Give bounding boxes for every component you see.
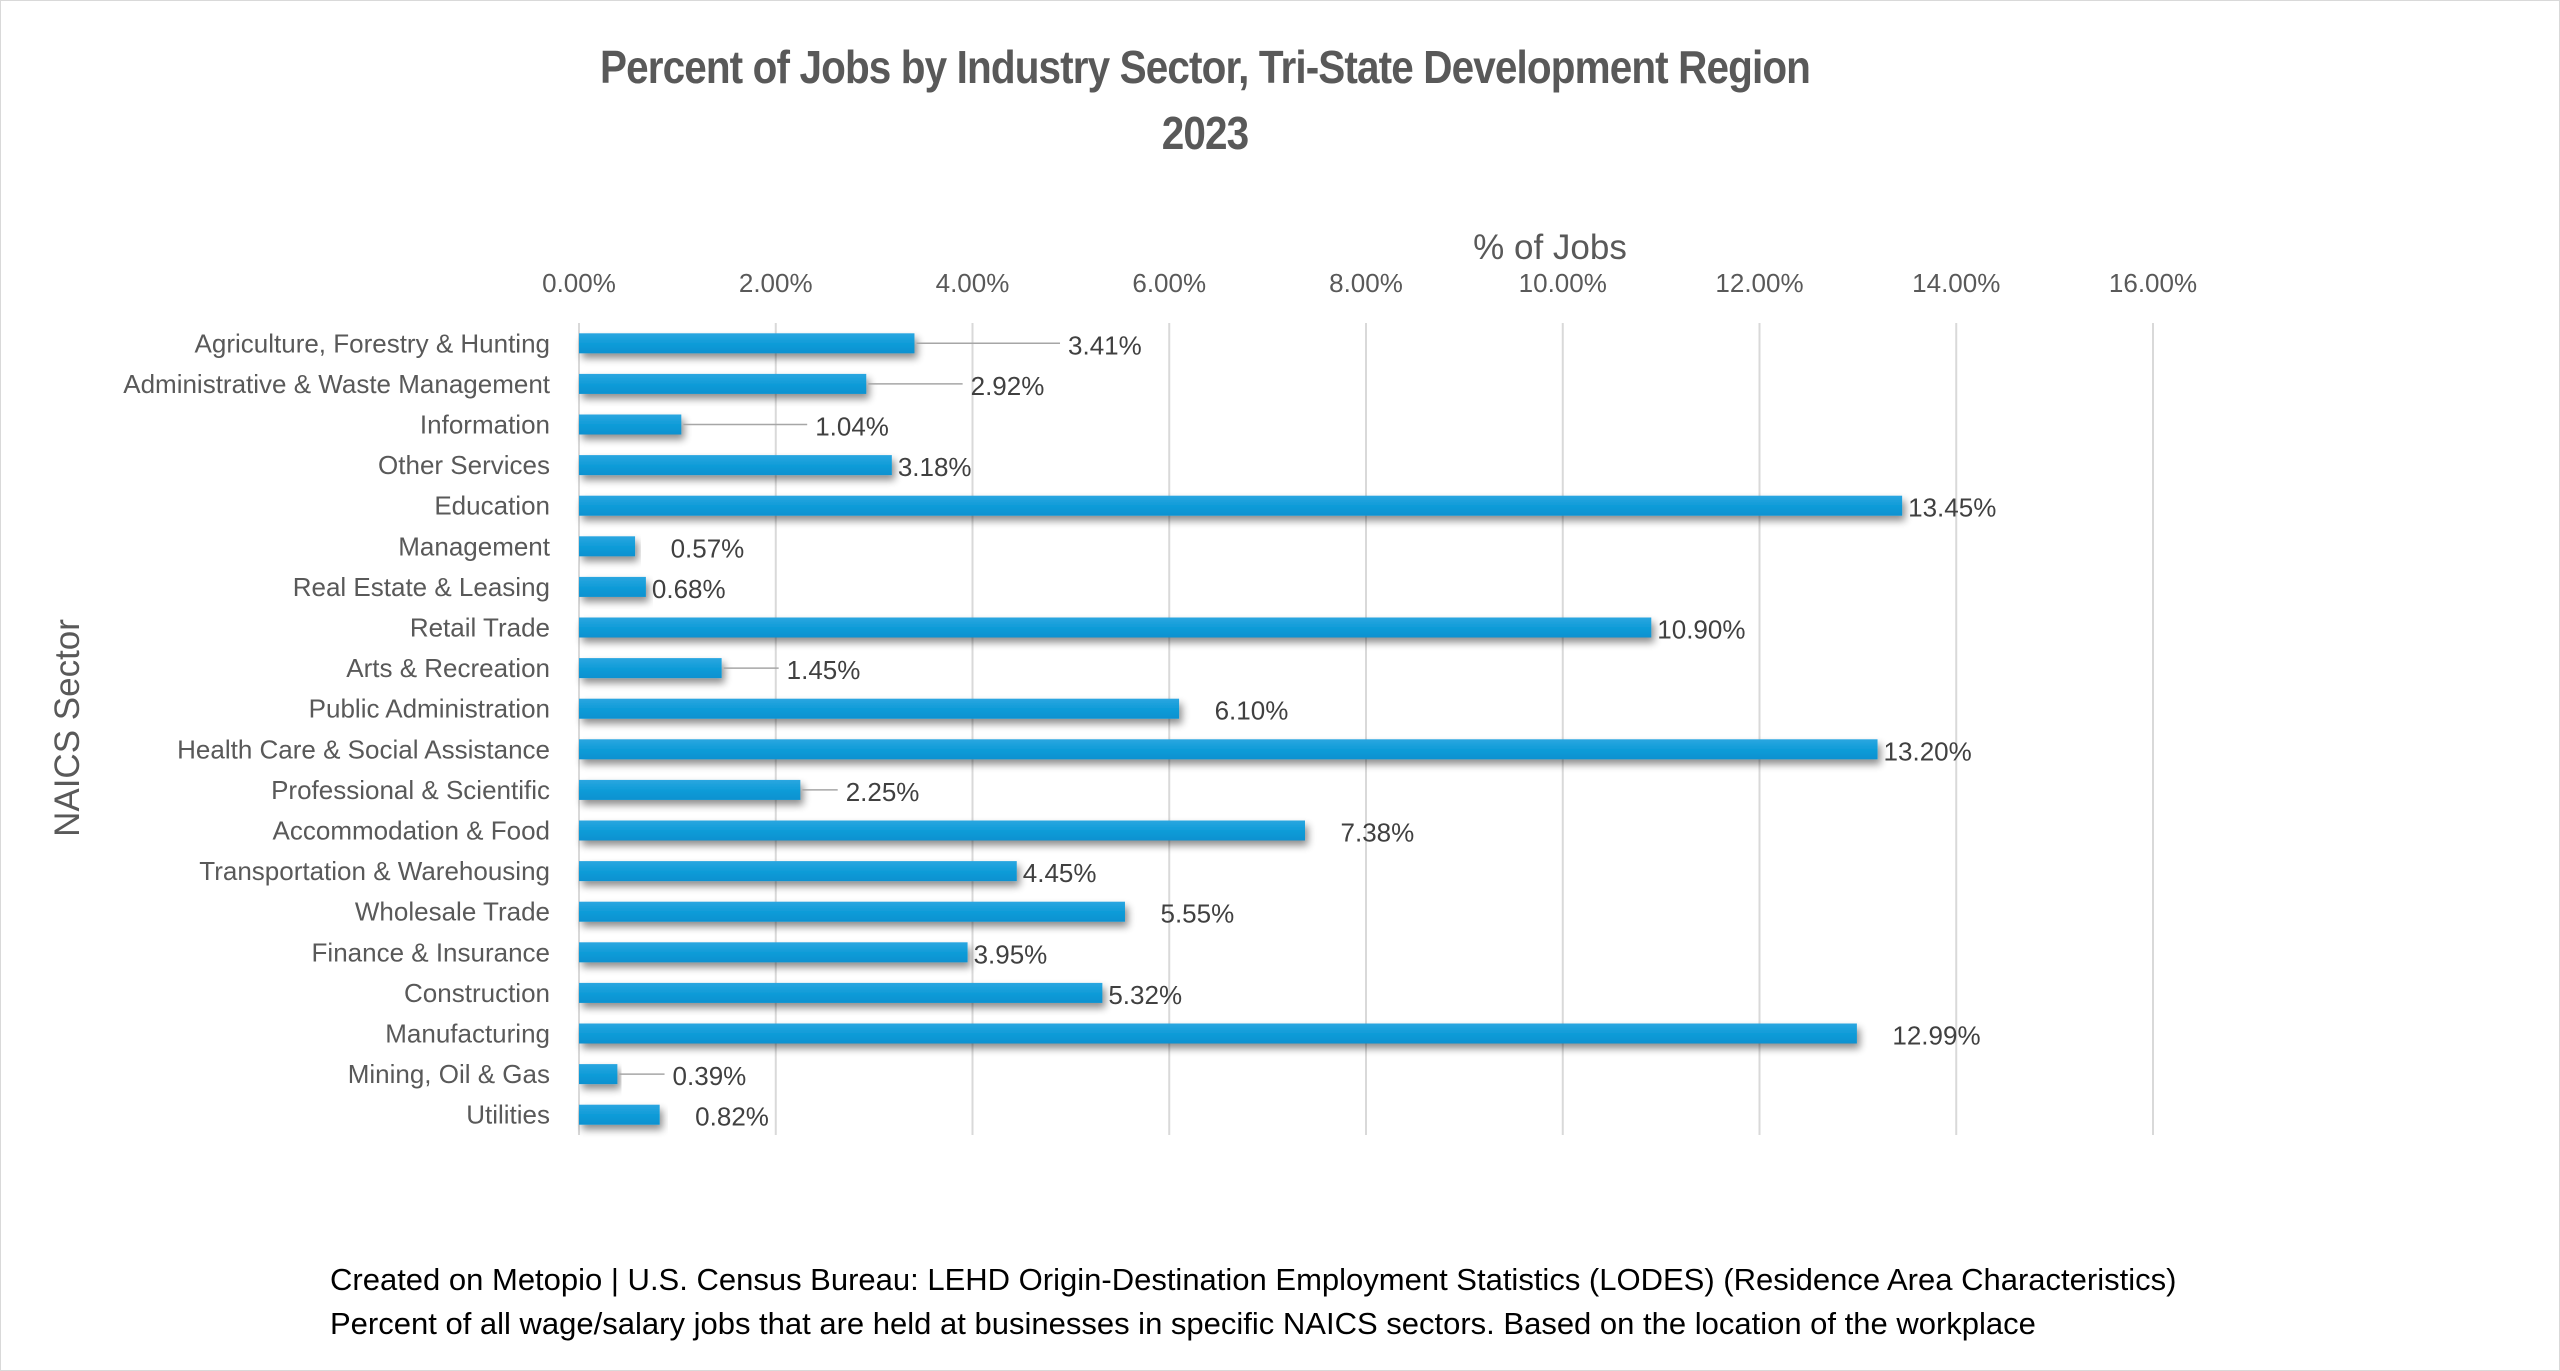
category-label: Finance & Insurance <box>312 937 550 967</box>
chart-subtitle: 2023 <box>1161 107 1249 159</box>
bar <box>579 1023 1857 1044</box>
bar <box>579 1104 660 1125</box>
category-label: Administrative & Waste Management <box>123 369 551 399</box>
data-label: 0.82% <box>695 1102 769 1132</box>
category-label: Real Estate & Leasing <box>293 572 550 602</box>
category-label: Other Services <box>378 450 550 480</box>
category-label: Wholesale Trade <box>355 897 550 927</box>
footer-source: Created on Metopio | U.S. Census Bureau:… <box>330 1262 2177 1297</box>
category-label: Education <box>434 491 550 521</box>
x-tick-label: 14.00% <box>1912 268 2000 298</box>
bar <box>579 739 1878 760</box>
category-label: Mining, Oil & Gas <box>348 1059 550 1089</box>
category-label: Transportation & Warehousing <box>199 856 550 886</box>
data-label: 5.55% <box>1160 899 1234 929</box>
bar <box>579 698 1180 719</box>
bar <box>579 536 636 557</box>
x-tick-label: 10.00% <box>1519 268 1607 298</box>
data-label: 4.45% <box>1023 858 1097 888</box>
data-label: 13.45% <box>1908 493 1996 523</box>
bar <box>579 617 1652 638</box>
data-label: 1.04% <box>815 412 889 442</box>
data-label: 3.95% <box>974 939 1048 969</box>
category-label: Accommodation & Food <box>273 816 550 846</box>
bar <box>579 942 968 963</box>
category-label: Agriculture, Forestry & Hunting <box>195 328 550 358</box>
category-label: Professional & Scientific <box>271 775 550 805</box>
data-label: 7.38% <box>1341 818 1415 848</box>
chart-title: Percent of Jobs by Industry Sector, Tri-… <box>599 41 1811 93</box>
bar <box>579 820 1306 841</box>
bar <box>579 658 722 679</box>
data-label: 0.68% <box>652 574 726 604</box>
bar <box>579 333 915 354</box>
bar <box>579 576 646 597</box>
category-label: Arts & Recreation <box>346 653 550 683</box>
gridlines <box>578 323 2154 1135</box>
data-labels: 3.41% 2.92% 1.04% 3.18% 13.45% 0.57% 0.68% 10.9… <box>652 330 1996 1131</box>
x-tick-label: 12.00% <box>1715 268 1803 298</box>
leader-lines <box>619 342 1061 1075</box>
bar <box>579 982 1103 1003</box>
bar <box>579 861 1017 882</box>
data-label: 6.10% <box>1215 696 1289 726</box>
category-label: Retail Trade <box>410 613 550 643</box>
footer-note: Percent of all wage/salary jobs that are… <box>330 1306 2036 1341</box>
x-axis-ticks: 0.00% 2.00% 4.00% 6.00% 8.00% 10.00% 12.00% 14.… <box>542 268 2197 298</box>
category-label: Management <box>398 531 551 561</box>
x-axis-title: % of Jobs <box>1473 228 1627 267</box>
data-label: 1.45% <box>787 655 861 685</box>
data-label: 0.39% <box>673 1061 747 1091</box>
data-label: 0.57% <box>671 533 745 563</box>
x-tick-label: 2.00% <box>739 268 813 298</box>
category-label: Manufacturing <box>385 1019 550 1049</box>
x-tick-label: 6.00% <box>1132 268 1206 298</box>
data-label: 12.99% <box>1892 1021 1980 1051</box>
category-label: Utilities <box>466 1100 550 1130</box>
data-label: 3.41% <box>1068 330 1142 360</box>
data-label: 5.32% <box>1108 980 1182 1010</box>
bar <box>579 414 682 435</box>
x-tick-label: 0.00% <box>542 268 616 298</box>
category-labels: Agriculture, Forestry & Hunting Administr… <box>123 328 551 1129</box>
bar <box>579 901 1125 922</box>
category-label: Public Administration <box>309 694 550 724</box>
data-label: 13.20% <box>1884 736 1972 766</box>
data-label: 10.90% <box>1657 615 1745 645</box>
x-tick-label: 8.00% <box>1329 268 1403 298</box>
category-label: Information <box>420 410 550 440</box>
bar <box>579 495 1903 516</box>
bar <box>579 455 892 476</box>
bar <box>579 779 801 800</box>
x-tick-label: 16.00% <box>2109 268 2197 298</box>
data-label: 2.92% <box>971 371 1045 401</box>
x-tick-label: 4.00% <box>936 268 1010 298</box>
data-label: 2.25% <box>846 777 920 807</box>
bar <box>579 1064 618 1085</box>
category-label: Construction <box>404 978 550 1008</box>
bar <box>579 373 867 394</box>
bars <box>579 333 1903 1125</box>
category-label: Health Care & Social Assistance <box>177 734 550 764</box>
data-label: 3.18% <box>898 452 972 482</box>
